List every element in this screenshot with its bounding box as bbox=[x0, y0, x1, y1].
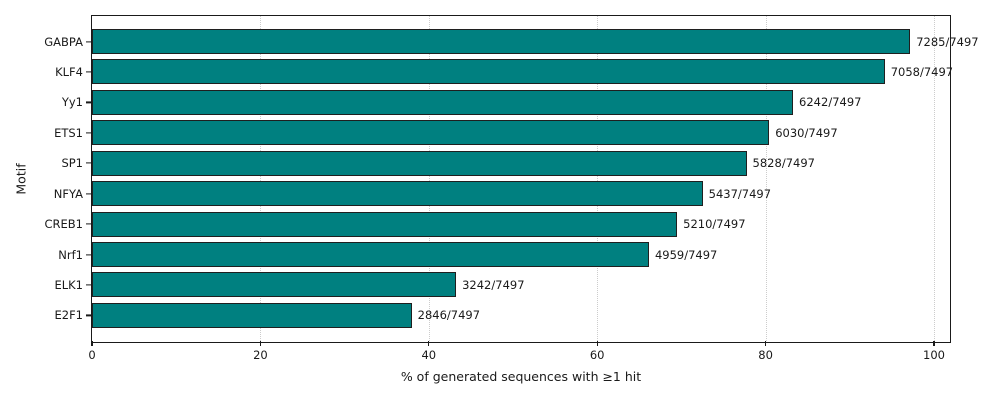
bar bbox=[92, 29, 911, 54]
bar-value-label: 6030/7497 bbox=[775, 125, 838, 140]
gridline bbox=[428, 16, 430, 341]
x-axis-label: % of generated sequences with ≥1 hit bbox=[400, 369, 642, 384]
bar-row: GABPA 7285/7497 bbox=[44, 29, 979, 54]
bar-value-label: 5828/7497 bbox=[752, 156, 815, 171]
y-tick-label: GABPA bbox=[44, 34, 83, 49]
x-tick-mark bbox=[428, 341, 430, 346]
gridline bbox=[765, 16, 767, 341]
y-tick-label: ELK1 bbox=[54, 277, 83, 292]
x-tick-mark bbox=[259, 341, 261, 346]
y-tick-mark bbox=[85, 101, 91, 103]
y-tick-mark bbox=[85, 253, 91, 256]
x-tick-mark bbox=[91, 341, 93, 346]
y-tick-mark bbox=[85, 314, 91, 316]
bar bbox=[92, 211, 678, 237]
y-tick-mark bbox=[85, 223, 91, 225]
bar-value-label: 5437/7497 bbox=[708, 186, 772, 201]
y-tick-label: Nrf1 bbox=[58, 247, 83, 262]
bar-row: ETS1 6030/7497 bbox=[54, 120, 950, 146]
y-tick-mark bbox=[85, 132, 91, 134]
bar-value-label: 2846/7497 bbox=[417, 308, 481, 323]
y-tick-label: CREB1 bbox=[44, 217, 84, 232]
y-tick-mark bbox=[85, 193, 91, 195]
bar-row: Nrf1 4959/7497 bbox=[58, 242, 950, 267]
bar bbox=[92, 181, 703, 207]
y-tick-label: KLF4 bbox=[55, 64, 83, 79]
y-tick-label: E2F1 bbox=[54, 308, 83, 323]
x-tick-mark bbox=[765, 341, 767, 346]
gridline bbox=[597, 16, 599, 341]
bar-value-label: 4959/7497 bbox=[654, 247, 718, 262]
bar-value-label: 5210/7497 bbox=[683, 217, 746, 232]
x-tick-label: 80 bbox=[758, 348, 773, 362]
bar bbox=[92, 120, 770, 146]
x-tick-mark bbox=[596, 341, 598, 346]
bar-row: NFYA 5437/7497 bbox=[54, 181, 950, 207]
gridline bbox=[934, 16, 935, 341]
bar bbox=[92, 59, 885, 85]
y-axis-label: Motif bbox=[13, 163, 29, 195]
y-tick-label: Yy1 bbox=[61, 95, 83, 110]
x-tick-label: 100 bbox=[923, 348, 945, 362]
bar-row: E2F1 2846/7497 bbox=[54, 302, 950, 328]
bar-value-label: 6242/7497 bbox=[799, 95, 862, 110]
y-tick-mark bbox=[85, 40, 91, 43]
x-tick-label: 0 bbox=[88, 348, 96, 362]
y-tick-label: NFYA bbox=[53, 186, 83, 201]
bar-value-label: 7285/7497 bbox=[916, 34, 979, 49]
y-tick-mark bbox=[85, 71, 91, 73]
x-tick-label: 40 bbox=[421, 348, 437, 362]
bar-row: ELK1 3242/7497 bbox=[54, 272, 950, 298]
bar-row: CREB1 5210/7497 bbox=[45, 211, 950, 237]
bar bbox=[92, 150, 747, 176]
gridline bbox=[260, 16, 262, 341]
bar bbox=[92, 272, 457, 298]
y-tick-mark bbox=[85, 284, 91, 286]
bar-row: SP1 5828/7497 bbox=[61, 150, 950, 176]
plot-area: 0 20 40 60 80 100 GABPA 7285/7497 KLF4 7058/7497 Y… bbox=[44, 15, 979, 362]
y-tick-label: ETS1 bbox=[54, 125, 83, 140]
bar bbox=[92, 302, 412, 328]
bar-row: Yy1 6242/7497 bbox=[62, 89, 950, 115]
x-tick-label: 20 bbox=[253, 348, 268, 362]
bar-value-label: 7058/7497 bbox=[890, 64, 954, 79]
bar-row: KLF4 7058/7497 bbox=[55, 59, 954, 85]
y-tick-label: SP1 bbox=[61, 156, 83, 171]
bar bbox=[92, 242, 649, 267]
y-tick-mark bbox=[85, 162, 91, 164]
x-tick-label: 60 bbox=[589, 348, 605, 362]
bar-value-label: 3242/7497 bbox=[462, 277, 525, 292]
bar bbox=[92, 89, 794, 115]
x-tick-mark bbox=[933, 341, 935, 346]
